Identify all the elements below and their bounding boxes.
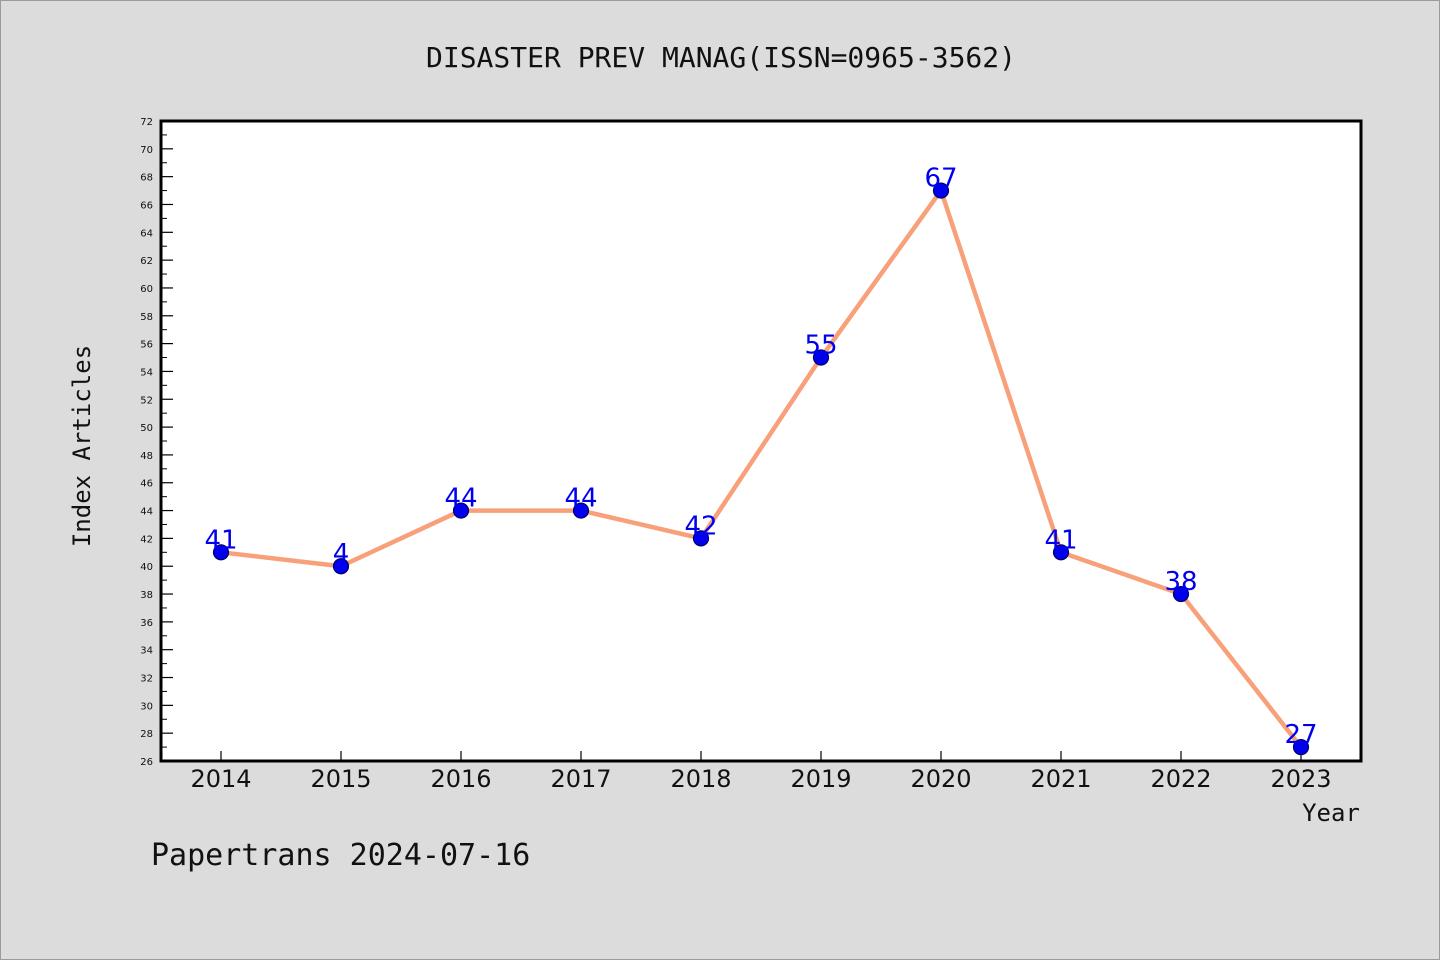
data-point bbox=[692, 530, 710, 547]
y-tick-label: 28 bbox=[140, 729, 153, 740]
y-tick-label: 60 bbox=[140, 284, 153, 295]
x-tick-label: 2022 bbox=[1150, 765, 1211, 793]
data-point bbox=[1172, 585, 1190, 603]
y-tick-label: 46 bbox=[140, 479, 153, 490]
y-tick-label: 38 bbox=[140, 590, 153, 601]
series-markers-group bbox=[212, 182, 1310, 756]
y-tick-label: 48 bbox=[140, 451, 153, 462]
data-point bbox=[572, 502, 590, 519]
data-point bbox=[452, 502, 470, 519]
y-tick-label: 64 bbox=[140, 228, 153, 239]
x-tick-label: 2018 bbox=[670, 765, 731, 793]
x-tick-label: 2014 bbox=[190, 765, 251, 793]
y-tick-label: 66 bbox=[140, 200, 153, 211]
data-point bbox=[1052, 544, 1070, 561]
chart-title: DISASTER PREV MANAG(ISSN=0965-3562) bbox=[426, 41, 1016, 74]
series-line bbox=[218, 188, 1304, 750]
x-tick-label: 2023 bbox=[1270, 765, 1331, 793]
data-label: 38 bbox=[1164, 567, 1197, 597]
y-axis-ticks: 26 28 30 32 34 36 38 40 42 44 46 48 50 52 54 56 58 60 62 64… bbox=[140, 117, 173, 768]
data-point bbox=[212, 544, 230, 561]
data-label: 41 bbox=[204, 525, 237, 555]
plot-area bbox=[161, 121, 1361, 761]
y-tick-label: 62 bbox=[140, 256, 153, 267]
y-tick-label: 30 bbox=[140, 701, 153, 712]
y-tick-label: 58 bbox=[140, 312, 153, 323]
data-point bbox=[932, 182, 950, 199]
x-tick-label: 2015 bbox=[310, 765, 371, 793]
y-tick-label: 72 bbox=[140, 117, 153, 128]
x-tick-label: 2021 bbox=[1030, 765, 1091, 793]
y-tick-label: 68 bbox=[140, 173, 153, 184]
data-label: 44 bbox=[564, 484, 597, 514]
y-tick-label: 26 bbox=[140, 757, 153, 768]
data-label: 42 bbox=[684, 511, 717, 541]
x-tick-label: 2017 bbox=[550, 765, 611, 793]
y-tick-label: 36 bbox=[140, 618, 153, 629]
y-tick-label: 44 bbox=[140, 507, 153, 518]
x-tick-label: 2016 bbox=[430, 765, 491, 793]
plot-frame bbox=[159, 119, 1363, 763]
x-axis-ticks: 2014 2015 2016 2017 2018 2019 2020 2021 2022 2023 bbox=[190, 751, 1332, 793]
data-point bbox=[812, 349, 830, 366]
data-point bbox=[332, 558, 350, 575]
x-axis-title: Year bbox=[1302, 799, 1360, 827]
data-label: 55 bbox=[804, 331, 837, 361]
y-tick-label: 32 bbox=[140, 674, 153, 685]
data-label: 4 bbox=[333, 539, 350, 569]
x-tick-label: 2019 bbox=[790, 765, 851, 793]
y-tick-label: 42 bbox=[140, 534, 153, 545]
y-tick-label: 56 bbox=[140, 340, 153, 351]
series-line-group bbox=[218, 188, 1304, 750]
data-label: 44 bbox=[444, 484, 477, 514]
data-label: 27 bbox=[1284, 720, 1317, 750]
y-tick-label: 70 bbox=[140, 145, 153, 156]
y-tick-label: 40 bbox=[140, 562, 153, 573]
footer-credit: Papertrans 2024-07-16 bbox=[151, 838, 530, 873]
x-tick-label: 2020 bbox=[910, 765, 971, 793]
data-label: 41 bbox=[1044, 525, 1077, 555]
y-tick-label: 50 bbox=[140, 423, 153, 434]
data-point bbox=[1292, 738, 1310, 756]
y-tick-label: 54 bbox=[140, 367, 153, 378]
data-label: 67 bbox=[924, 164, 957, 194]
y-tick-label: 52 bbox=[140, 395, 153, 406]
y-axis-title: Index Articles bbox=[68, 345, 96, 547]
y-tick-label: 34 bbox=[140, 646, 153, 657]
